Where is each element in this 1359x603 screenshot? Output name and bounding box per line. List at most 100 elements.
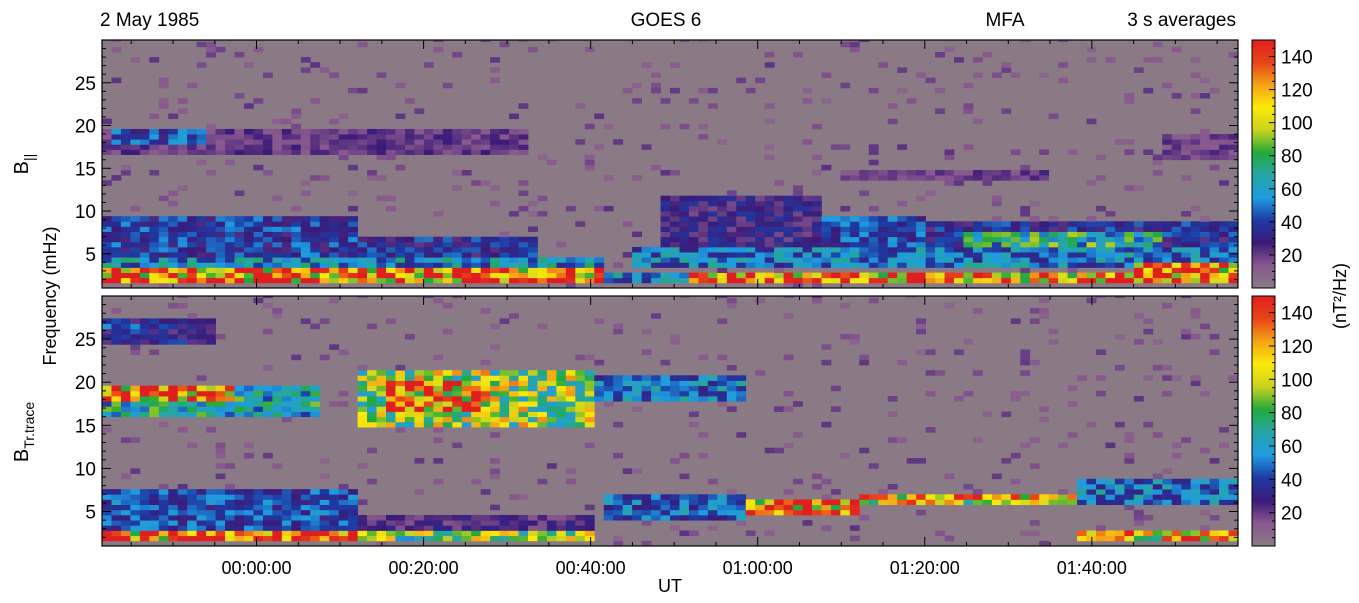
spectrogram-cell <box>120 221 131 227</box>
spectrogram-cell <box>1020 221 1031 227</box>
spectrogram-cell <box>622 221 633 227</box>
spectrogram-cell <box>982 226 993 232</box>
spectrogram-cell <box>679 40 690 43</box>
spectrogram-cell <box>376 370 387 376</box>
spectrogram-cell <box>1077 535 1087 542</box>
spectrogram-cell <box>584 164 595 171</box>
spectrogram-cell <box>802 246 813 253</box>
spectrogram-cell <box>433 385 444 392</box>
spectrogram-cell <box>679 494 690 500</box>
spectrogram-cell <box>490 396 500 402</box>
spectrogram-cell <box>509 535 519 542</box>
spectrogram-cell <box>584 277 595 284</box>
spectrogram-cell <box>897 437 908 443</box>
spectrogram-cell <box>102 118 112 125</box>
spectrogram-cell <box>480 520 491 526</box>
spectrogram-cell <box>244 525 254 531</box>
spectrogram-cell <box>281 252 292 258</box>
spectrogram-cell <box>291 257 302 263</box>
spectrogram-cell <box>821 277 832 284</box>
spectrogram-cell <box>594 375 605 381</box>
spectrogram-cell <box>887 118 898 125</box>
spectrogram-cell <box>244 246 254 253</box>
spectrogram-cell <box>158 509 169 516</box>
spectrogram-cell <box>206 390 216 397</box>
spectrogram-cell <box>1001 226 1012 232</box>
spectrogram-cell <box>537 154 548 161</box>
spectrogram-cell <box>130 139 141 145</box>
spectrogram-cell <box>1124 535 1135 542</box>
spectrogram-cell <box>480 421 491 428</box>
spectrogram-cell <box>546 257 557 263</box>
spectrogram-cell <box>1010 499 1021 506</box>
spectrogram-cell <box>348 499 358 506</box>
spectrogram-cell <box>177 401 188 407</box>
spectrogram-cell <box>1039 226 1050 232</box>
spectrogram-cell <box>1001 236 1012 243</box>
spectrogram-cell <box>1114 494 1125 500</box>
spectrogram-cell <box>158 411 169 418</box>
spectrogram-cell <box>594 272 605 279</box>
spectrogram-cell <box>632 82 642 89</box>
spectrogram-cell <box>802 499 813 506</box>
spectrogram-cell <box>1067 277 1078 284</box>
header-satellite: GOES 6 <box>631 10 702 31</box>
spectrogram-cell <box>234 390 245 397</box>
spectrogram-cell <box>745 200 756 207</box>
spectrogram-cell <box>310 504 321 511</box>
spectrogram-cell <box>1200 509 1210 516</box>
spectrogram-cell <box>499 421 510 428</box>
spectrogram-cell <box>812 226 822 232</box>
spectrogram-cell <box>812 205 822 212</box>
spectrogram-cell <box>622 499 633 506</box>
spectrogram-cell <box>641 499 652 506</box>
spectrogram-cell <box>1228 252 1238 258</box>
spectrogram-cell <box>982 175 993 181</box>
spectrogram-cell <box>168 489 179 495</box>
spectrogram-cell <box>281 144 292 150</box>
spectrogram-cell <box>177 262 188 268</box>
spectrogram-cell <box>215 463 226 469</box>
spectrogram-cell <box>319 134 330 140</box>
spectrogram-cell <box>726 211 737 217</box>
spectrogram-cell <box>1010 262 1021 268</box>
spectrogram-cell <box>225 241 235 248</box>
spectrogram-cell <box>442 390 453 397</box>
spectrogram-cell <box>509 411 519 418</box>
spectrogram-cell <box>111 401 122 407</box>
spectrogram-cell <box>244 406 254 412</box>
spectrogram-cell <box>499 262 510 268</box>
spectrogram-cell <box>149 504 160 511</box>
spectrogram-cell <box>1190 499 1201 506</box>
spectrogram-cell <box>423 406 434 412</box>
spectrogram-cell <box>168 333 179 340</box>
spectrogram-cell <box>982 231 993 238</box>
spectrogram-cell <box>225 277 235 284</box>
x-tick-label: 01:20:00 <box>890 558 960 578</box>
spectrogram-cell <box>1152 499 1163 506</box>
spectrogram-cell <box>528 396 538 402</box>
spectrogram-cell <box>471 252 482 258</box>
spectrogram-cell <box>120 494 131 500</box>
spectrogram-cell <box>991 246 1002 253</box>
spectrogram-cell <box>262 139 273 145</box>
spectrogram-cell <box>367 411 377 418</box>
spectrogram-cell <box>376 385 387 392</box>
spectrogram-cell <box>859 40 870 43</box>
spectrogram-cell <box>1096 525 1106 531</box>
spectrogram-cell <box>1181 489 1192 495</box>
spectrogram-cell <box>1152 530 1163 537</box>
spectrogram-cell <box>357 139 368 145</box>
spectrogram-cell <box>206 328 216 335</box>
spectrogram-cell <box>925 246 936 253</box>
spectrogram-cell <box>423 401 434 407</box>
spectrogram-cell <box>442 370 453 376</box>
spectrogram-cell <box>944 231 955 238</box>
spectrogram-cell <box>575 103 586 109</box>
spectrogram-cell <box>584 370 595 376</box>
spectrogram-cell <box>111 149 122 155</box>
spectrogram-cell <box>480 149 491 155</box>
spectrogram-cell <box>490 252 500 258</box>
spectrogram-cell <box>1133 231 1144 238</box>
spectrogram-cell <box>272 216 283 222</box>
